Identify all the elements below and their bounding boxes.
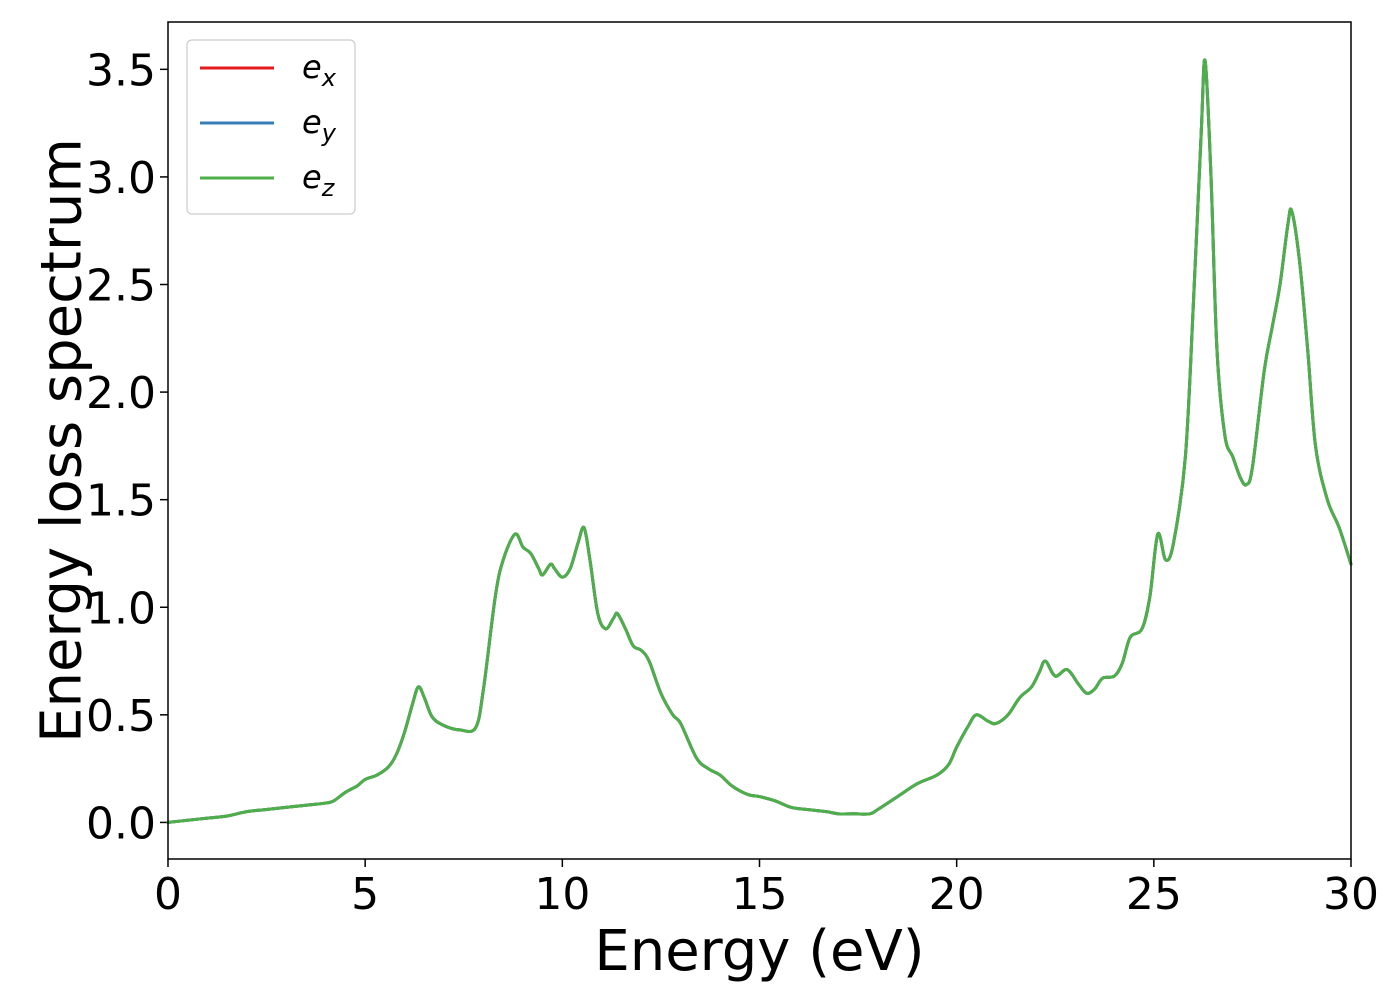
y-axis-label: Energy loss spectrum <box>30 138 95 743</box>
x-tick-label: 0 <box>154 869 182 920</box>
legend-label-ez: ez <box>302 158 336 202</box>
y-tick-label: 2.5 <box>86 261 156 312</box>
series-line-ez <box>166 58 1353 824</box>
legend-box <box>186 39 356 215</box>
x-tick-label: 15 <box>732 869 788 920</box>
y-tick-label: 0.5 <box>86 691 156 742</box>
y-tick-label: 3.5 <box>86 45 156 96</box>
y-tick-label: 0.0 <box>86 798 156 849</box>
legend-label-subscript: x <box>321 64 337 92</box>
y-tick-label: 1.0 <box>86 583 156 634</box>
x-tick-label: 30 <box>1323 869 1379 920</box>
y-tick-label: 3.0 <box>86 153 156 204</box>
y-tick-label: 1.5 <box>86 476 156 527</box>
legend-label-ex: ex <box>302 48 337 92</box>
x-tick-label: 25 <box>1126 869 1182 920</box>
x-tick-label: 20 <box>929 869 985 920</box>
x-axis-label: Energy (eV) <box>594 919 924 984</box>
legend-label-ey: ey <box>302 103 337 147</box>
series-layer <box>166 58 1353 824</box>
legend-label-base: e <box>302 103 322 141</box>
plot-frame <box>167 21 1352 860</box>
legend-label-base: e <box>302 158 322 196</box>
legend-label-subscript: y <box>321 119 337 147</box>
legend-label-subscript: z <box>321 174 336 202</box>
ticks-layer: 0 5 10 15 20 25 30 0.0 0.5 1.0 1.5 2.0 2.5 3.0 3.5 <box>86 45 1379 920</box>
x-tick-label: 5 <box>351 869 379 920</box>
x-tick-label: 10 <box>534 869 590 920</box>
legend-label-base: e <box>302 48 322 86</box>
y-tick-label: 2.0 <box>86 368 156 419</box>
